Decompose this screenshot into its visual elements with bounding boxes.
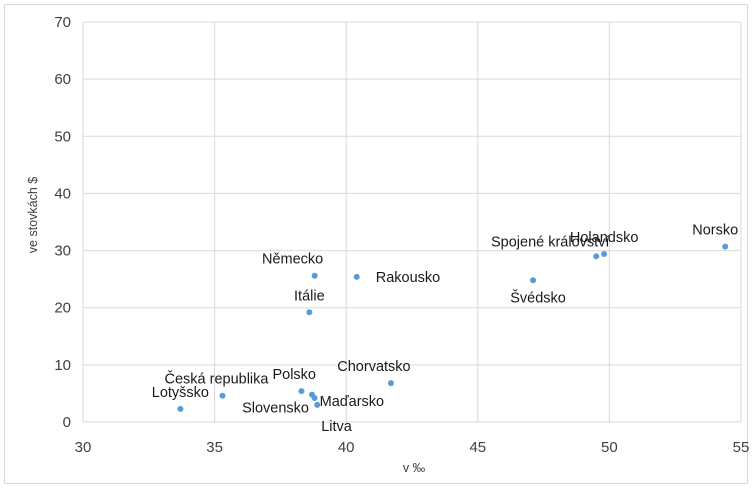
y-tick-label: 30	[54, 243, 71, 260]
x-axis-title: v ‰	[403, 461, 426, 475]
scatter-point	[311, 395, 318, 401]
point-data-label: Rakousko	[376, 270, 440, 286]
scatter-point	[722, 243, 729, 250]
scatter-point	[353, 273, 360, 280]
point-data-label: Polsko	[272, 367, 316, 383]
x-tick-label: 45	[469, 439, 486, 456]
x-tick-label: 50	[601, 439, 618, 456]
y-tick-label: 50	[54, 128, 71, 145]
scatter-point	[298, 388, 305, 395]
point-data-label: Lotyšsko	[152, 385, 209, 401]
x-tick-label: 40	[338, 439, 355, 456]
point-data-label: Maďarsko	[320, 394, 385, 410]
point-data-label: Německo	[262, 252, 323, 268]
scatter-point	[530, 277, 537, 284]
point-data-label: Norsko	[692, 223, 738, 239]
x-tick-label: 35	[206, 439, 223, 456]
point-data-label: Itálie	[294, 288, 325, 304]
x-tick-label: 30	[75, 439, 92, 456]
scatter-point	[306, 309, 313, 316]
tick-labels: 0 10 20 30 40 50 60 70 30 35 40 45 50 55	[54, 14, 749, 456]
scatter-point	[387, 380, 394, 387]
grid-lines	[82, 21, 742, 423]
y-tick-label: 0	[63, 414, 71, 431]
data-points	[177, 243, 729, 412]
point-data-label: Švédsko	[510, 289, 566, 306]
y-tick-label: 20	[54, 300, 71, 317]
point-data-label: Spojené království	[491, 234, 609, 250]
y-tick-label: 40	[54, 185, 71, 202]
point-data-label: Holandsko	[570, 230, 639, 246]
point-data-label: Česká republika	[165, 371, 270, 388]
y-tick-label: 10	[54, 357, 71, 374]
point-data-label: Litva	[321, 419, 353, 435]
scatter-point	[314, 401, 321, 408]
scatter-point	[311, 272, 318, 279]
scatter-point	[219, 392, 226, 399]
chart-border	[4, 4, 748, 484]
scatter-point	[177, 405, 184, 412]
scatter-point	[593, 253, 600, 260]
point-data-label: Chorvatsko	[337, 359, 410, 375]
y-tick-label: 70	[54, 14, 71, 31]
y-tick-label: 60	[54, 71, 71, 88]
y-axis-title: ve stovkách $	[26, 177, 40, 253]
point-data-label: Slovensko	[242, 401, 309, 417]
scatter-point	[601, 251, 608, 257]
x-tick-label: 55	[733, 439, 750, 456]
